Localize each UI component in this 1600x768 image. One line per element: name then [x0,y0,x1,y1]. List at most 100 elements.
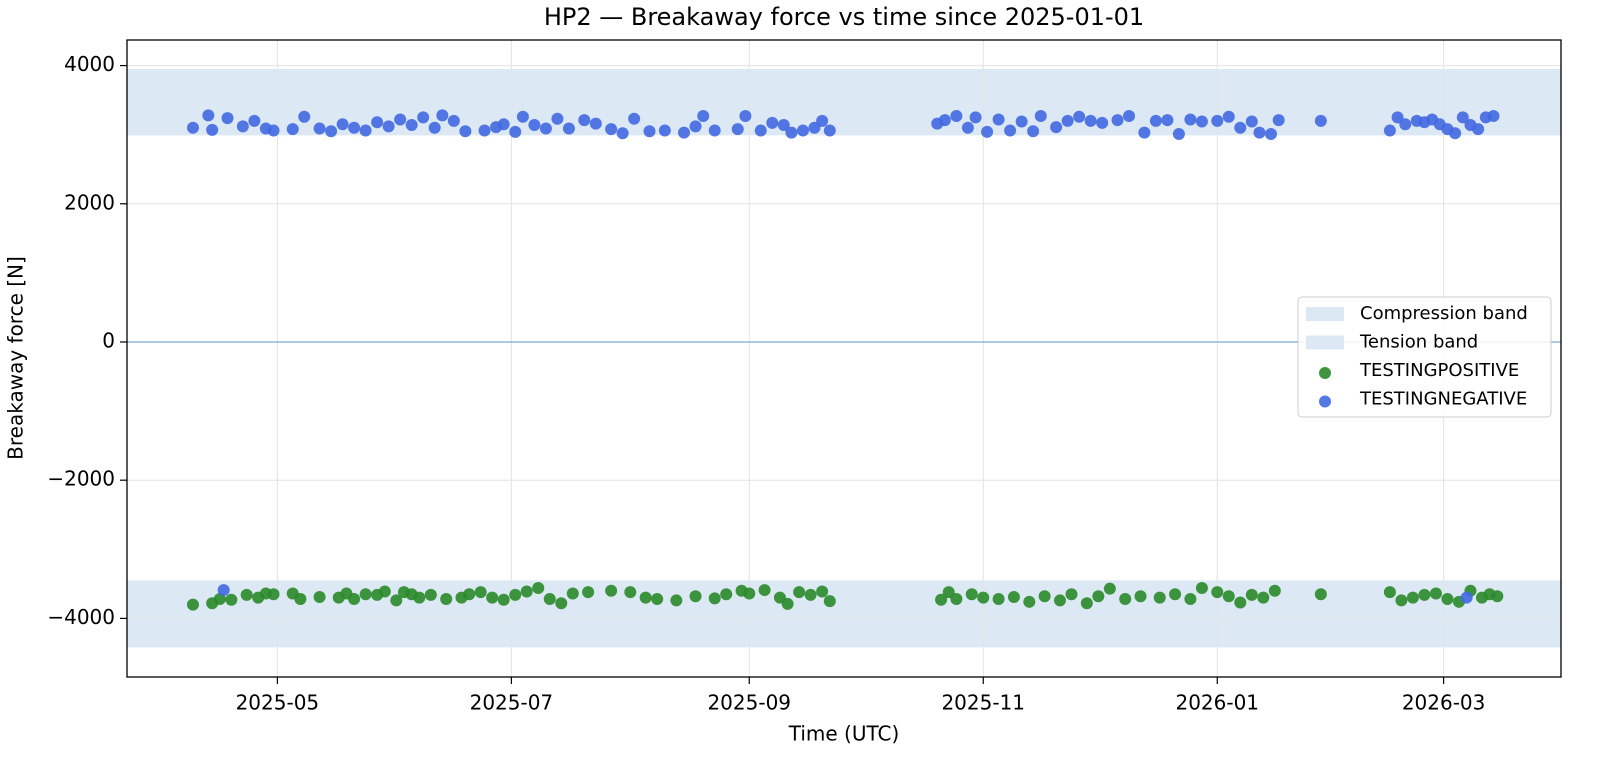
data-point [313,590,326,603]
data-point [628,112,641,125]
data-point [1234,121,1247,134]
data-point [1391,111,1404,124]
data-point [1184,113,1197,126]
data-point [1314,588,1327,601]
data-point [1172,127,1185,140]
data-point [1007,590,1020,603]
data-point [1015,115,1028,128]
data-point [1264,127,1277,140]
data-point [1119,593,1132,606]
data-point [823,124,836,137]
data-point [992,593,1005,606]
data-point [823,595,836,608]
data-point [605,584,618,597]
data-point [743,587,756,600]
data-point [670,594,683,607]
data-point [781,597,794,610]
data-point [1096,116,1109,129]
data-point [981,125,994,138]
data-point [390,594,403,607]
data-point [1050,121,1063,134]
data-point [658,124,671,137]
data-point [202,109,215,122]
data-point [1383,124,1396,137]
data-point [206,123,219,136]
data-point [731,123,744,136]
data-point [478,124,491,137]
data-point [1395,594,1408,607]
data-point [1123,110,1136,123]
data-point [1257,591,1270,604]
data-point [566,587,579,600]
data-point [267,124,280,137]
data-point [808,121,821,134]
data-point [528,118,541,131]
data-point [186,598,199,611]
data-point [463,588,476,601]
data-point [785,126,798,139]
data-point [793,586,806,599]
data-point [969,111,982,124]
data-point [1092,590,1105,603]
data-point [394,113,407,126]
data-point [359,588,372,601]
data-point [1195,115,1208,128]
data-point [1460,591,1473,604]
y-tick-label: 2000 [64,190,115,214]
y-tick-label: −2000 [47,467,115,491]
data-point [539,122,552,135]
data-point [348,593,361,606]
data-point [213,593,226,606]
data-point [348,121,361,134]
data-point [555,597,568,610]
x-tick-label: 2026-03 [1402,691,1486,715]
data-point [1027,125,1040,138]
chart-title: HP2 — Breakaway force vs time since 2025… [544,3,1144,31]
data-point [1418,588,1431,601]
data-point [405,118,418,131]
data-point [578,114,591,127]
data-point [1314,114,1327,127]
data-point [382,120,395,133]
data-point [1406,591,1419,604]
data-point [651,593,664,606]
data-point [1399,118,1412,131]
legend-swatch [1306,307,1344,321]
data-point [1073,110,1086,123]
data-point [1253,126,1266,139]
data-point [378,585,391,598]
data-point [1034,110,1047,123]
legend-marker [1319,367,1331,379]
data-point [294,593,307,606]
data-point [605,123,618,136]
data-point [1169,588,1182,601]
data-point [551,112,564,125]
x-tick-label: 2026-01 [1175,691,1259,715]
data-point [796,124,809,137]
data-point [286,123,299,136]
data-point [1472,123,1485,136]
data-point [1211,114,1224,127]
data-point [417,111,430,124]
data-point [977,591,990,604]
data-point [1449,127,1462,140]
axes-frame [126,39,1562,678]
data-point [1161,114,1174,127]
data-point [221,112,234,125]
legend-swatch [1306,335,1344,350]
data-point [942,586,955,599]
data-point [1111,114,1124,127]
data-point [509,125,522,138]
data-point [532,581,545,594]
data-point [1138,126,1151,139]
data-point [497,118,510,131]
data-point [1429,587,1442,600]
data-point [1487,110,1500,123]
data-point [371,116,384,129]
data-point [1222,590,1235,603]
x-tick-label: 2025-11 [941,691,1025,715]
data-point [582,586,595,599]
data-point [1004,124,1017,137]
data-point [543,593,556,606]
data-point [1268,584,1281,597]
